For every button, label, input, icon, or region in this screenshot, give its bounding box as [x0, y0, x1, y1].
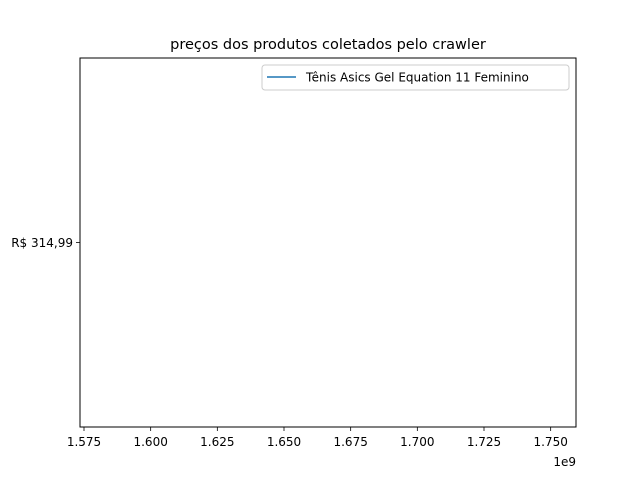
x-tick-label: 1.575	[67, 435, 101, 449]
chart-title: preços dos produtos coletados pelo crawl…	[170, 37, 486, 53]
legend: Tênis Asics Gel Equation 11 Feminino	[261, 64, 570, 91]
y-tick-label: R$ 314,99	[11, 236, 73, 250]
x-tick-label: 1.725	[467, 435, 501, 449]
x-tick-label: 1.600	[133, 435, 167, 449]
x-tick-label: 1.700	[400, 435, 434, 449]
legend-box	[261, 64, 570, 91]
plot-area	[79, 57, 577, 428]
legend-label: Tênis Asics Gel Equation 11 Feminino	[305, 71, 529, 85]
x-offset-label: 1e9	[553, 455, 576, 469]
x-axis: 1.575 1.600 1.625 1.650 1.675 1.700 1.725 1.750	[67, 427, 568, 449]
x-tick-label: 1.625	[200, 435, 234, 449]
x-tick-label: 1.675	[333, 435, 367, 449]
y-axis: R$ 314,99	[11, 236, 80, 250]
x-tick-label: 1.750	[533, 435, 567, 449]
x-tick-label: 1.650	[267, 435, 301, 449]
